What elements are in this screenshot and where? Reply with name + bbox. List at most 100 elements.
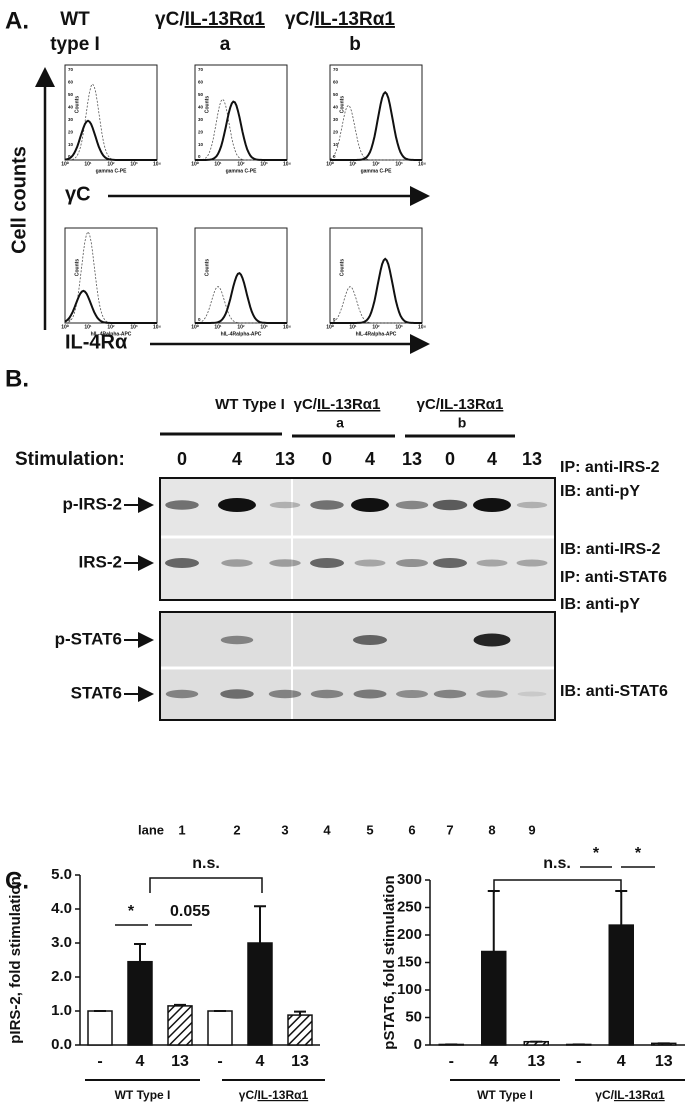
x-tick-label: 10⁰: [326, 161, 334, 167]
error-bar: [487, 890, 500, 952]
column-subtitle: type I: [50, 34, 100, 55]
x-tick-label: 10⁰: [191, 324, 199, 330]
group-title: γC/IL-13Rα1: [417, 396, 504, 413]
bar: [87, 1010, 113, 1046]
label-underlined: IL-13Rα1: [614, 1088, 665, 1102]
x-tick-label: 10⁴: [418, 324, 427, 330]
error-bar: [254, 905, 266, 943]
panel-label: A.: [5, 7, 29, 34]
y-tick-label: 0: [68, 154, 71, 159]
blot-band: [351, 498, 389, 512]
blot-band: [396, 559, 428, 567]
blot-band: [310, 500, 344, 510]
stimulation-value: 0: [445, 449, 455, 469]
bar: [207, 1010, 233, 1046]
blot: [159, 611, 556, 721]
group-label: γC/IL-13Rα1: [595, 1088, 665, 1102]
antibody-label: IB: anti-pY: [560, 483, 640, 500]
blot-band: [433, 558, 467, 568]
label-prefix: γC/: [239, 1088, 258, 1102]
y-tick-label: 10: [333, 142, 339, 147]
row-marker: γC: [65, 183, 91, 205]
stained-curve: [64, 289, 157, 324]
y-tick-label: 60: [333, 80, 339, 85]
title-prefix: γC/: [417, 396, 441, 413]
blot-band: [353, 635, 387, 645]
y-tick-label: 0: [333, 317, 336, 322]
bar: [167, 1005, 193, 1046]
x-tick-label: 10⁰: [61, 161, 69, 167]
x-tick-label: -: [97, 1053, 102, 1070]
x-tick-label: 10³: [395, 324, 403, 330]
blot-band: [473, 633, 511, 647]
x-tick-label: 10³: [130, 324, 138, 330]
blot-band: [516, 501, 548, 509]
x-tick-label: -: [217, 1053, 222, 1070]
x-tick-label: -: [576, 1053, 581, 1070]
y-tick-label: 5.0: [51, 866, 72, 883]
y-axis-label: pSTAT6, fold stimulation: [381, 875, 398, 1049]
stimulation-value: 4: [232, 449, 242, 469]
x-tick-label: 10³: [260, 161, 268, 167]
bar: [287, 1014, 313, 1046]
y-tick-label: 20: [68, 129, 74, 134]
blot-band: [517, 691, 547, 697]
y-tick-label: 10: [68, 142, 74, 147]
antibody-label: IB: anti-IRS-2: [560, 541, 661, 558]
annotation: *: [593, 845, 600, 862]
y-axis-label: Counts: [74, 259, 80, 276]
x-tick-label: 10³: [260, 324, 268, 330]
x-tick-label: 10²: [107, 324, 115, 330]
lane-number: 5: [366, 822, 373, 837]
x-tick-label: 10²: [372, 324, 380, 330]
y-tick-label: 3.0: [51, 934, 72, 951]
blot-band: [269, 559, 301, 567]
error-bar: [134, 943, 146, 962]
y-tick-label: 4.0: [51, 900, 72, 917]
y-tick-label: 60: [198, 80, 204, 85]
antibody-label: IB: anti-STAT6: [560, 683, 668, 700]
y-axis-label: Counts: [204, 259, 210, 276]
x-tick-label: 10⁰: [191, 161, 199, 167]
column-subtitle: a: [220, 34, 231, 55]
bar: [481, 950, 507, 1046]
blot: [159, 477, 556, 601]
stained-curve: [64, 119, 157, 161]
y-tick-label: 20: [333, 129, 339, 134]
x-tick-label: 13: [527, 1053, 545, 1070]
title-prefix: γC/: [155, 9, 185, 30]
y-tick-label: 50: [68, 92, 74, 97]
x-tick-label: 13: [655, 1053, 673, 1070]
x-tick-label: 10⁴: [283, 161, 292, 167]
y-tick-label: 0.0: [51, 1036, 72, 1053]
x-tick-label: 13: [171, 1053, 189, 1070]
label-prefix: γC/: [595, 1088, 614, 1102]
x-tick-label: 4: [617, 1053, 626, 1070]
x-tick-label: 4: [489, 1053, 498, 1070]
x-tick-label: 10⁴: [153, 161, 162, 167]
histogram-frame: [194, 64, 288, 161]
lane-number: 6: [408, 822, 415, 837]
y-tick-label: 150: [397, 953, 422, 970]
y-tick-label: 10: [198, 142, 204, 147]
x-axis-label: gamma C-PE: [96, 168, 128, 174]
title-prefix: γC/: [294, 396, 318, 413]
row-marker: IL-4Rα: [65, 331, 128, 353]
x-tick-label: 10³: [395, 161, 403, 167]
x-axis-label: gamma C-PE: [226, 168, 258, 174]
x-axis-label: hIL-4Ralpha-APC: [356, 331, 397, 337]
x-tick-label: 10¹: [214, 161, 222, 167]
title-underlined: IL-13Rα1: [185, 9, 266, 30]
y-tick-label: 0: [414, 1036, 422, 1053]
group-label: WT Type I: [115, 1088, 171, 1102]
blot-band: [310, 689, 344, 699]
y-tick-label: 250: [397, 898, 422, 915]
error-bar: [615, 890, 628, 926]
y-axis-label: Counts: [339, 96, 345, 113]
y-tick-label: 1.0: [51, 1002, 72, 1019]
label-underlined: IL-13Rα1: [257, 1088, 308, 1102]
blot-band: [268, 689, 302, 699]
y-tick-label: 70: [333, 67, 339, 72]
group-subtitle: b: [458, 415, 467, 431]
